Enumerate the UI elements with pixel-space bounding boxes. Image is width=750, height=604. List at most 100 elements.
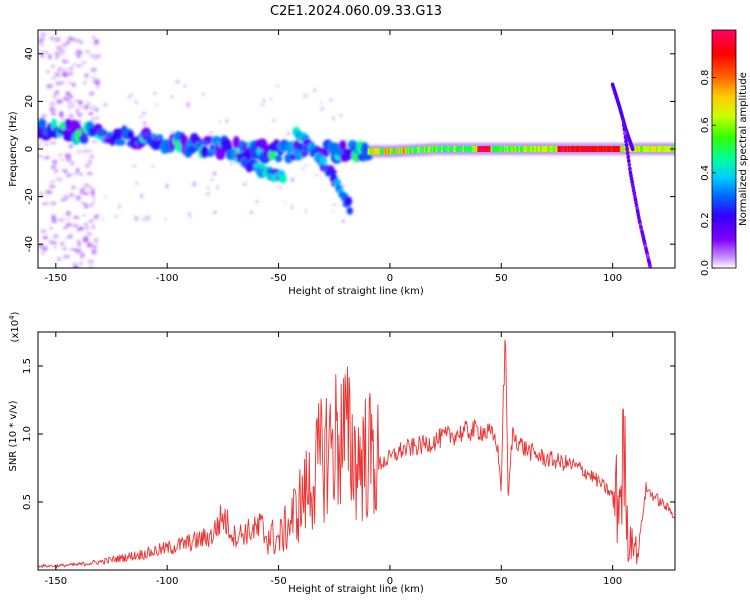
track-cell bbox=[604, 146, 607, 152]
track-cell bbox=[618, 146, 622, 152]
noise-cell bbox=[76, 226, 83, 232]
track-cell bbox=[474, 146, 478, 152]
track-cell bbox=[507, 146, 511, 152]
x-tick-label: -150 bbox=[44, 576, 67, 587]
noise-cell bbox=[89, 155, 94, 159]
snr-panel: -150 -100 -50 0 50 100 0.5 1.0 1.5 Height of st… bbox=[8, 311, 676, 595]
noise-cell bbox=[78, 40, 84, 44]
track-cell bbox=[637, 146, 641, 152]
noise-cell bbox=[94, 116, 100, 120]
track-cell bbox=[541, 146, 544, 152]
noise-cell bbox=[38, 39, 43, 44]
colorbar-tick-label: 0.8 bbox=[700, 70, 711, 86]
noise-cell bbox=[192, 181, 197, 187]
noise-cell bbox=[83, 80, 87, 85]
track-cell bbox=[376, 148, 380, 155]
noise-cell bbox=[278, 186, 283, 189]
noise-cell bbox=[114, 215, 119, 218]
track-cell bbox=[589, 146, 592, 152]
track-cell bbox=[562, 146, 566, 152]
noise-cell bbox=[85, 50, 90, 53]
track-cell bbox=[381, 148, 384, 155]
snr-series-line bbox=[38, 339, 675, 569]
track-cell bbox=[459, 146, 463, 152]
track-cell bbox=[578, 146, 582, 152]
noise-cell bbox=[69, 192, 74, 198]
track-cell bbox=[642, 146, 646, 152]
track-cell bbox=[538, 146, 542, 152]
track-cell bbox=[569, 146, 572, 152]
noise-cell bbox=[165, 183, 169, 189]
track-cell bbox=[617, 146, 621, 152]
noise-cell bbox=[49, 180, 56, 184]
track-cell bbox=[628, 146, 631, 152]
noise-cell bbox=[86, 171, 93, 176]
noise-cell bbox=[53, 233, 59, 237]
x-tick-label: 50 bbox=[495, 576, 508, 587]
noise-cell bbox=[290, 177, 295, 182]
track-cell bbox=[497, 146, 500, 152]
noise-cell bbox=[92, 79, 98, 83]
noise-cell bbox=[60, 242, 65, 246]
noise-cell bbox=[151, 165, 155, 168]
noise-cell bbox=[56, 45, 62, 50]
noise-cell bbox=[58, 218, 65, 222]
noise-cell bbox=[91, 188, 96, 194]
noise-cell bbox=[73, 172, 77, 176]
track-cell bbox=[481, 146, 484, 152]
track-cell bbox=[557, 146, 560, 152]
track-cell bbox=[419, 146, 423, 153]
track-blob bbox=[187, 145, 197, 154]
track-cell bbox=[523, 146, 527, 152]
noise-cell bbox=[155, 103, 159, 106]
track-cell bbox=[427, 146, 431, 153]
noise-cell bbox=[75, 249, 82, 254]
noise-cell bbox=[59, 81, 65, 85]
noise-cell bbox=[94, 214, 99, 219]
noise-cell bbox=[315, 174, 318, 177]
noise-cell bbox=[320, 106, 325, 111]
noise-cell bbox=[92, 244, 97, 249]
noise-cell bbox=[146, 215, 150, 221]
y-tick-label: 0.5 bbox=[22, 494, 33, 510]
track-cell bbox=[570, 146, 574, 152]
noise-cell bbox=[51, 201, 56, 206]
track-cell bbox=[552, 146, 555, 152]
track-cell bbox=[542, 146, 546, 152]
spectrogram-y-label: Frequency (Hz) bbox=[8, 111, 19, 187]
branch-blob bbox=[318, 156, 328, 165]
track-cell bbox=[638, 146, 642, 152]
noise-cell bbox=[91, 193, 95, 199]
noise-cell bbox=[205, 192, 210, 196]
noise-cell bbox=[103, 195, 107, 199]
noise-cell bbox=[54, 37, 61, 43]
track-cell bbox=[594, 146, 598, 152]
noise-cell bbox=[39, 37, 45, 42]
track-cell bbox=[646, 146, 650, 152]
noise-cell bbox=[39, 191, 44, 197]
streak-cell bbox=[626, 158, 631, 164]
noise-cell bbox=[169, 131, 174, 134]
track-blob bbox=[200, 145, 209, 159]
track-cell bbox=[478, 146, 482, 152]
noise-cell bbox=[77, 51, 83, 55]
noise-cell bbox=[331, 209, 335, 213]
y-tick-label: 20 bbox=[24, 95, 35, 108]
noise-cell bbox=[71, 185, 76, 190]
x-tick-label: -100 bbox=[156, 273, 179, 284]
noise-cell bbox=[77, 242, 82, 247]
noise-cell bbox=[75, 108, 79, 113]
track-cell bbox=[477, 146, 480, 152]
track-cell bbox=[648, 146, 651, 152]
snr-series-layer bbox=[38, 339, 675, 569]
track-cell bbox=[399, 147, 403, 154]
track-cell bbox=[462, 146, 466, 152]
track-cell bbox=[434, 146, 437, 152]
noise-cell bbox=[84, 203, 89, 209]
track-cell bbox=[382, 148, 385, 155]
noise-cell bbox=[38, 243, 45, 249]
noise-cell bbox=[320, 101, 323, 104]
track-cell bbox=[657, 146, 661, 152]
track-cell bbox=[596, 146, 599, 152]
